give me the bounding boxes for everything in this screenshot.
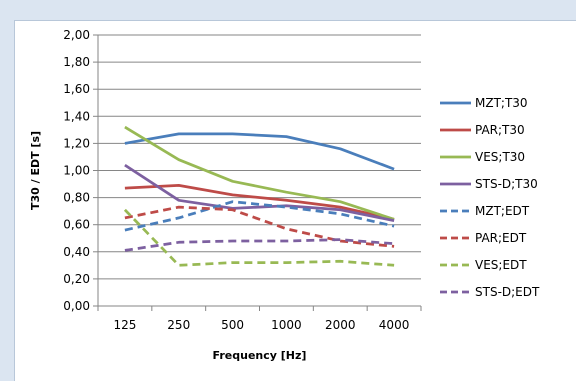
legend-label: STS-D;T30 [475, 177, 538, 191]
series-line-ves-edt [123, 208, 395, 267]
x-tick-label: 125 [113, 318, 136, 332]
y-tick-label: 0,20 [63, 272, 90, 286]
legend-label: PAR;EDT [475, 231, 527, 245]
x-axis-title: Frequency [Hz] [213, 349, 307, 362]
y-tick-label: 0,60 [63, 218, 90, 232]
legend-label: MZT;T30 [475, 96, 528, 110]
y-tick-label: 0,00 [63, 299, 90, 313]
series-line-mzt-edt [124, 200, 395, 232]
y-tick-label: 1,60 [63, 82, 90, 96]
y-tick-labels: 0,00 0,20 0,40 0,60 0,80 1,00 1,20 1,40 1,60 1,80… [63, 28, 90, 313]
chart-area: 0,00 0,20 0,40 0,60 0,80 1,00 1,20 1,40 1,60 1,80… [14, 20, 576, 381]
x-tick-label: 250 [167, 318, 190, 332]
y-tick-label: 1,80 [63, 55, 90, 69]
series-lines [123, 125, 395, 267]
series-line-par-edt [124, 205, 395, 248]
series-line-sts-d-t30 [124, 163, 395, 222]
x-tick-label: 2000 [325, 318, 356, 332]
y-tick-label: 2,00 [63, 28, 90, 42]
x-tick-label: 1000 [271, 318, 302, 332]
legend-label: MZT;EDT [475, 204, 530, 218]
legend-label: VES;T30 [475, 150, 525, 164]
x-tick-label: 4000 [379, 318, 410, 332]
legend: MZT;T30 PAR;T30 VES;T30 STS-D;T30 MZT;EDT PAR… [440, 96, 540, 299]
gridlines [93, 34, 422, 311]
series-line-par-t30 [124, 184, 395, 221]
y-tick-label: 1,00 [63, 164, 90, 178]
y-tick-label: 0,80 [63, 191, 90, 205]
legend-label: PAR;T30 [475, 123, 525, 137]
y-axis-title: T30 / EDT [s] [29, 131, 42, 210]
x-tick-labels: 125 250 500 1000 2000 4000 [113, 318, 409, 332]
legend-label: VES;EDT [475, 258, 527, 272]
series-line-sts-d-edt [124, 238, 395, 252]
line-chart: 0,00 0,20 0,40 0,60 0,80 1,00 1,20 1,40 1,60 1,80… [29, 28, 540, 362]
legend-label: STS-D;EDT [475, 285, 540, 299]
series-line-mzt-t30 [124, 132, 395, 171]
series-line-ves-t30 [124, 125, 395, 221]
x-tick-label: 500 [221, 318, 244, 332]
y-tick-label: 1,40 [63, 109, 90, 123]
y-tick-label: 0,40 [63, 245, 90, 259]
y-tick-label: 1,20 [63, 136, 90, 150]
